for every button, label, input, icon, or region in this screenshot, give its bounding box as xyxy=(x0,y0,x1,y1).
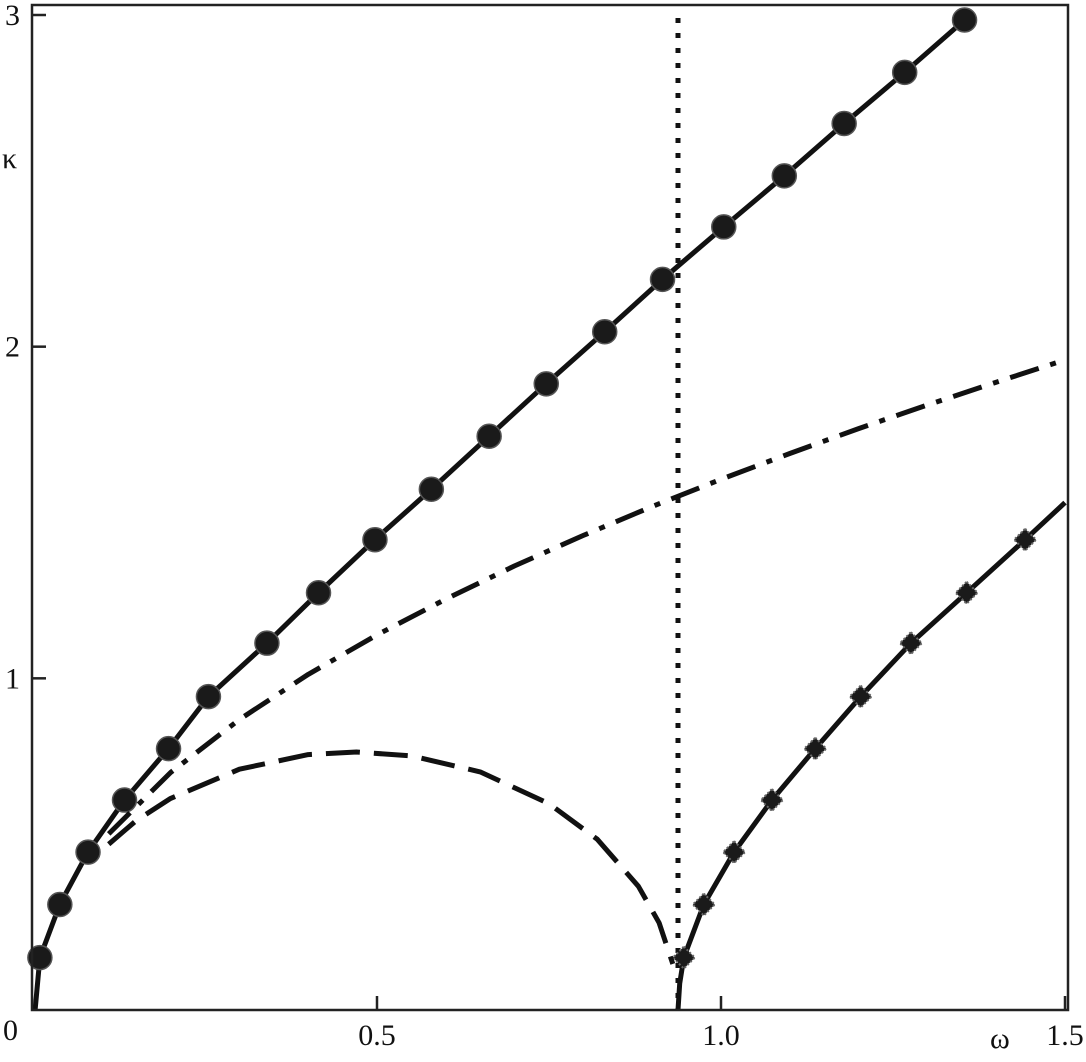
series-1-circle-marker-16 xyxy=(771,163,798,189)
origin-label: 0 xyxy=(3,1014,18,1047)
plot-frame xyxy=(30,3,1070,1012)
x-tick-label-2: 1.0 xyxy=(702,1019,740,1052)
series-1-circle-marker-17 xyxy=(831,110,857,137)
series-2-diamond-marker-3 xyxy=(721,839,747,865)
series-2-diamond-marker-8 xyxy=(954,580,980,606)
series-1-circle-marker-10 xyxy=(418,476,445,503)
series-2-diamond-marker-2 xyxy=(691,892,717,917)
series-1-circle-marker-6 xyxy=(195,683,222,710)
plot-area xyxy=(27,7,1067,1011)
series-1-circle-marker-18 xyxy=(891,59,918,86)
series-1-circle-marker-14 xyxy=(649,266,676,293)
x-tick-label-3: 1.5 xyxy=(1046,1019,1084,1052)
series-1-circle-marker-7 xyxy=(254,630,280,656)
y-axis-label: κ xyxy=(2,142,17,175)
x-axis-label: ω xyxy=(990,1022,1010,1055)
series-1-circle-marker-1 xyxy=(27,944,53,971)
series-1-circle-marker-8 xyxy=(305,580,332,606)
series-1-circle-marker-12 xyxy=(533,371,559,397)
x-tick-label-1: 0.5 xyxy=(358,1019,396,1052)
series-1-circle-marker-5 xyxy=(155,735,182,762)
series-2-solid-line xyxy=(675,500,1067,1011)
y-tick-label-2: 2 xyxy=(5,331,20,364)
series-4-dash-dot-line xyxy=(106,357,1066,836)
y-tick-label-3: 3 xyxy=(5,0,20,32)
series-1-circle-marker-11 xyxy=(476,423,502,449)
series-2-diamond-marker-5 xyxy=(802,736,828,762)
series-2-diamond-marker-4 xyxy=(759,787,785,813)
axis-ticks: 0.5 1.0 1.5 1 2 3 xyxy=(5,0,1084,1052)
series-2-diamond-marker-7 xyxy=(898,630,924,656)
series-3-dashed-line xyxy=(107,749,676,965)
series-1-circle-marker-19 xyxy=(951,7,978,33)
series-2-diamond-marker-6 xyxy=(848,684,874,709)
series-1-circle-marker-9 xyxy=(362,526,388,553)
series-2-diamond-marker-1 xyxy=(671,945,697,971)
series-1-circle-marker-2 xyxy=(47,891,73,918)
series-2-diamond-marker-9 xyxy=(1012,527,1038,553)
series-1-circle-marker-13 xyxy=(591,318,618,345)
series-1-circle-marker-3 xyxy=(75,839,101,865)
y-tick-label-1: 1 xyxy=(5,662,20,695)
series-1-solid-line xyxy=(32,18,967,1011)
series-1-circle-marker-4 xyxy=(111,787,138,813)
series-1-circle-marker-15 xyxy=(711,214,737,240)
